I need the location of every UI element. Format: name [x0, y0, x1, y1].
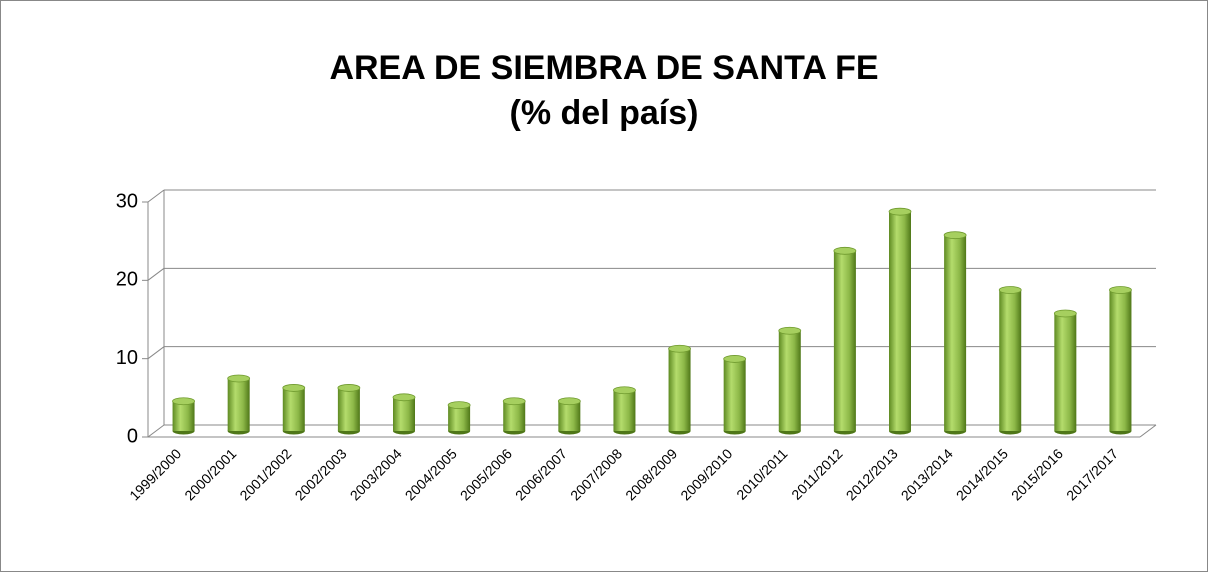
- bar-body: [227, 378, 250, 431]
- chart-subtitle: (% del país): [510, 94, 699, 132]
- bar: [447, 401, 471, 435]
- floor-right: [1139, 424, 1157, 438]
- bar-top: [723, 355, 747, 363]
- bar-top: [502, 397, 526, 406]
- bar-body: [448, 405, 471, 431]
- bar-top: [337, 384, 361, 392]
- bar-body: [558, 401, 581, 431]
- bar-top: [392, 393, 416, 402]
- bar-body: [723, 358, 746, 431]
- bar: [1109, 286, 1132, 435]
- grid-depth: [147, 346, 165, 360]
- bar-top: [833, 246, 857, 255]
- bar-body: [1054, 313, 1077, 431]
- bar: [227, 374, 251, 435]
- bar-body: [833, 250, 856, 431]
- bar: [613, 386, 636, 435]
- bar: [1053, 309, 1077, 435]
- bar-body: [889, 211, 911, 431]
- bar: [502, 397, 526, 435]
- bar-top: [613, 386, 636, 395]
- grid-depth: [147, 267, 165, 281]
- bar-body: [999, 290, 1022, 431]
- bar-top: [1053, 309, 1077, 318]
- bar-top: [447, 401, 471, 410]
- bar-top: [282, 384, 306, 392]
- bar-top: [778, 326, 802, 335]
- bar-top: [888, 207, 912, 216]
- bar-top: [943, 231, 967, 240]
- bar-body: [393, 397, 415, 431]
- bar: [557, 397, 581, 435]
- bar: [337, 384, 361, 435]
- bar: [172, 397, 195, 435]
- bar: [943, 231, 967, 435]
- bar-body: [668, 348, 691, 431]
- bar: [998, 286, 1022, 435]
- bar: [888, 207, 912, 435]
- bar-top: [668, 344, 691, 353]
- bar-body: [1109, 290, 1132, 431]
- y-tick-label: 10: [116, 347, 138, 369]
- bar: [833, 246, 857, 435]
- y-tick-label: 20: [116, 269, 138, 291]
- chart-title: AREA DE SIEMBRA DE SANTA FE: [329, 49, 878, 87]
- bar-top: [557, 397, 581, 406]
- bar-body: [503, 401, 526, 431]
- bar-body: [613, 390, 636, 431]
- bar: [723, 355, 747, 435]
- bar-body: [282, 387, 305, 431]
- bar: [668, 344, 691, 435]
- bar: [392, 393, 416, 435]
- bar-top: [227, 374, 251, 383]
- y-tick-label: 30: [116, 190, 138, 212]
- bar: [282, 384, 306, 435]
- grid-depth: [147, 189, 165, 203]
- bar-body: [944, 235, 967, 431]
- bar-body: [337, 387, 360, 431]
- bar-body: [172, 401, 195, 431]
- bar-body: [778, 330, 801, 431]
- y-tick-label: 0: [127, 425, 138, 447]
- bar: [778, 326, 802, 435]
- bar-top: [172, 397, 195, 406]
- grid-depth: [147, 424, 165, 438]
- bar-top: [998, 286, 1022, 294]
- bar-top: [1109, 286, 1132, 294]
